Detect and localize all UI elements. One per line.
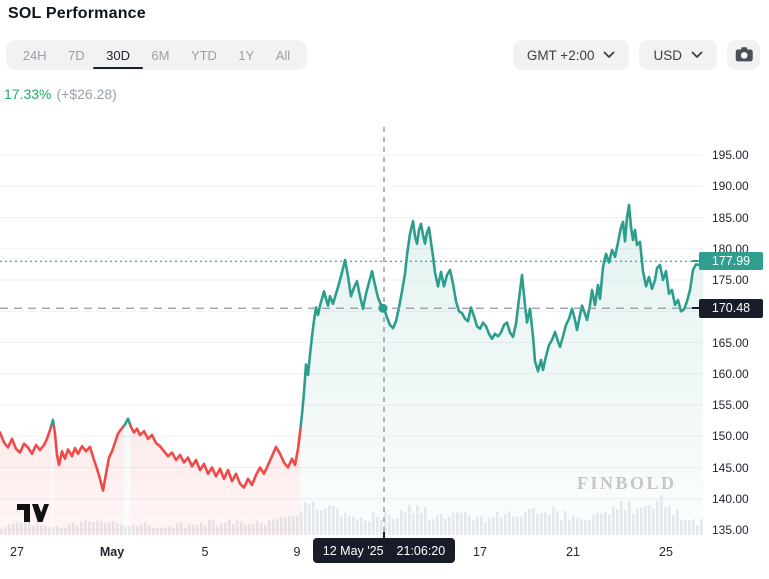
finbold-watermark: FINBOLD bbox=[577, 473, 677, 493]
y-axis-label: 165.00 bbox=[712, 335, 749, 350]
y-axis-label: 190.00 bbox=[712, 179, 749, 194]
price-line-up bbox=[50, 418, 56, 427]
y-axis-label: 175.00 bbox=[712, 273, 749, 287]
tab-1y[interactable]: 1Y bbox=[238, 47, 255, 63]
chevron-down-icon bbox=[604, 51, 615, 58]
price-line-up bbox=[299, 203, 705, 427]
tooltip-date: 12 May '25 bbox=[322, 543, 384, 558]
x-axis-label: 25 bbox=[659, 545, 673, 559]
tab-7d[interactable]: 7D bbox=[68, 47, 85, 63]
chart-canvas[interactable] bbox=[0, 115, 769, 579]
crosshair-price-badge: 170.48 bbox=[699, 298, 763, 318]
absolute-change: (+$26.28) bbox=[56, 86, 117, 102]
area-up bbox=[124, 418, 131, 535]
crosshair-date-tick bbox=[383, 532, 385, 538]
page-title: SOL Performance bbox=[8, 5, 146, 22]
crosshair-date-tooltip: 12 May '25 21:06:20 bbox=[313, 538, 455, 563]
x-axis-label: 9 bbox=[293, 545, 301, 559]
y-axis-label: 160.00 bbox=[712, 366, 749, 381]
x-axis-label: 17 bbox=[473, 545, 487, 559]
y-axis-label: 195.00 bbox=[712, 148, 749, 162]
y-axis-label: 150.00 bbox=[712, 429, 749, 444]
tooltip-time: 21:06:20 bbox=[396, 543, 446, 558]
currency-dropdown[interactable]: USD bbox=[639, 40, 717, 70]
y-axis-label: 155.00 bbox=[712, 398, 749, 412]
x-axis-label: May bbox=[99, 545, 125, 559]
y-axis-label: 180.00 bbox=[712, 241, 749, 256]
price-line-down bbox=[0, 424, 53, 456]
y-axis-label: 145.00 bbox=[712, 460, 749, 475]
area-up bbox=[300, 205, 703, 535]
range-tabs: 24H 7D 30D 6M YTD 1Y All bbox=[6, 40, 307, 70]
crosshair-dot bbox=[378, 303, 388, 313]
current-price-badge: 177.99 bbox=[699, 252, 763, 271]
tab-24h[interactable]: 24H bbox=[22, 47, 47, 63]
area-up bbox=[51, 420, 54, 535]
x-axis-label: 27 bbox=[10, 545, 24, 559]
camera-icon bbox=[735, 47, 753, 62]
price-line-up bbox=[122, 417, 132, 427]
price-line-down bbox=[52, 424, 126, 492]
tab-30d[interactable]: 30D bbox=[93, 40, 143, 70]
performance-summary: 17.33% (+$26.28) bbox=[4, 86, 117, 102]
y-axis-label: 135.00 bbox=[712, 523, 749, 537]
y-axis-label: 185.00 bbox=[712, 210, 749, 225]
timezone-dropdown[interactable]: GMT +2:00 bbox=[512, 40, 630, 70]
x-axis-label: 21 bbox=[566, 545, 580, 559]
area-down bbox=[130, 425, 301, 535]
tab-6m[interactable]: 6M bbox=[151, 47, 170, 63]
tab-ytd[interactable]: YTD bbox=[190, 47, 217, 63]
toolbar: 24H 7D 30D 6M YTD 1Y All GMT +2:00 USD bbox=[6, 40, 760, 70]
toolbar-right: GMT +2:00 USD bbox=[512, 40, 760, 70]
area-down bbox=[53, 425, 125, 535]
tradingview-logo[interactable] bbox=[17, 504, 49, 523]
percent-change: 17.33% bbox=[4, 86, 52, 102]
tab-all[interactable]: All bbox=[275, 47, 291, 63]
x-axis-label: 5 bbox=[201, 545, 209, 559]
price-chart[interactable]: 195.00 190.00 185.00 180.00 175.00 165.00 160.… bbox=[0, 115, 769, 579]
crosshair-price-tick bbox=[692, 307, 699, 309]
price-line-down bbox=[129, 424, 303, 489]
chevron-down-icon bbox=[691, 51, 703, 58]
y-axis-label: 140.00 bbox=[712, 491, 749, 506]
snapshot-button[interactable] bbox=[727, 40, 760, 70]
current-price-tick bbox=[692, 260, 699, 262]
